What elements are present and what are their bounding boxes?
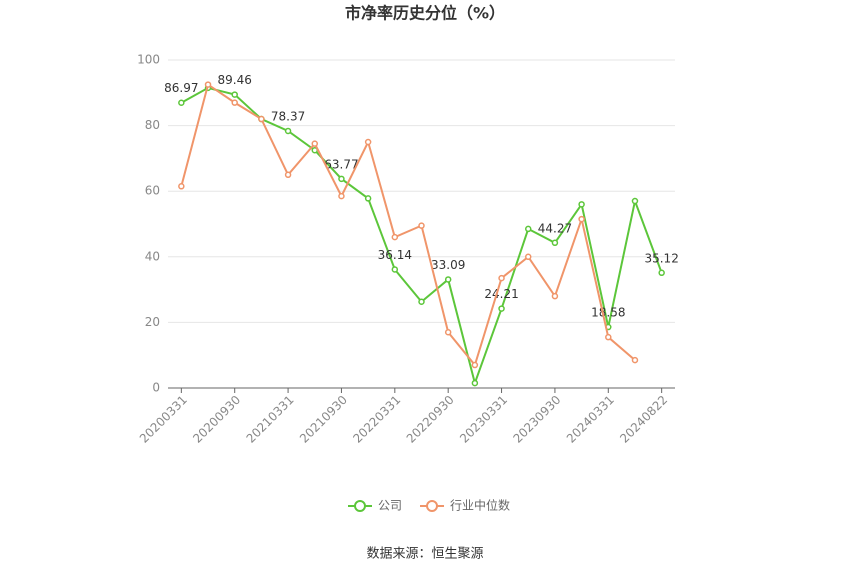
data-point <box>311 140 319 147</box>
data-point <box>471 379 479 387</box>
x-tick-label: 20230331 <box>457 393 510 446</box>
data-point <box>578 201 585 208</box>
legend-marker <box>426 500 439 512</box>
data-point <box>524 253 532 261</box>
data-point <box>498 274 505 282</box>
data-point <box>418 298 425 305</box>
data-point <box>551 239 559 247</box>
data-label: 35.12 <box>644 251 678 265</box>
y-tick-label: 100 <box>137 53 160 67</box>
data-point <box>498 305 505 312</box>
data-point <box>631 197 639 205</box>
series-line <box>180 86 663 387</box>
x-tick-label: 20230930 <box>510 393 563 446</box>
data-label: 36.14 <box>378 248 412 262</box>
data-point <box>391 233 399 241</box>
y-tick-label: 80 <box>145 118 160 132</box>
data-point <box>338 175 345 183</box>
chart-title: 市净率历史分位（%） <box>345 4 505 23</box>
data-point <box>231 99 238 106</box>
data-point <box>258 115 265 123</box>
data-point <box>338 192 345 200</box>
data-point <box>231 91 238 98</box>
data-label: 18.58 <box>591 306 625 320</box>
data-point <box>364 195 372 202</box>
y-tick-label: 40 <box>145 249 160 263</box>
data-label: 33.09 <box>431 258 465 272</box>
x-tick-label: 20240331 <box>564 393 617 446</box>
x-tick-label: 20220930 <box>404 393 457 446</box>
y-tick-label: 60 <box>145 184 160 198</box>
y-tick-label: 20 <box>145 315 160 329</box>
data-label: 63.77 <box>324 157 358 171</box>
y-tick-label: 0 <box>152 381 160 395</box>
series-line <box>180 82 636 368</box>
data-label: 78.37 <box>271 109 305 123</box>
x-tick-label: 20200930 <box>190 393 243 446</box>
legend-label: 行业中位数 <box>450 498 510 513</box>
data-point <box>178 183 185 190</box>
x-tick-label: 20210930 <box>297 393 350 446</box>
x-tick-label: 20240822 <box>617 393 670 446</box>
data-point <box>284 127 292 135</box>
x-tick-label: 20220331 <box>350 393 403 446</box>
data-point <box>551 292 559 300</box>
data-point <box>658 269 665 277</box>
data-point <box>284 171 292 179</box>
source: 数据来源：恒生聚源 <box>366 547 483 562</box>
data-point <box>578 215 585 223</box>
data-label: 89.46 <box>218 73 252 87</box>
data-point <box>204 81 212 88</box>
data-label: 44.27 <box>538 221 572 235</box>
x-tick-label: 20210331 <box>244 393 297 446</box>
data-point <box>418 222 425 229</box>
data-point <box>444 276 452 283</box>
data-point <box>364 138 372 146</box>
data-point <box>471 361 479 369</box>
data-point <box>605 333 612 341</box>
data-point <box>444 328 452 336</box>
legend-marker <box>354 500 366 512</box>
data-point <box>391 266 399 273</box>
data-point <box>631 356 639 364</box>
data-label: 86.97 <box>164 81 198 95</box>
legend-label: 公司 <box>378 499 402 513</box>
data-point <box>524 225 532 233</box>
data-label: 24.21 <box>484 287 518 301</box>
x-tick-label: 20200331 <box>137 393 190 446</box>
data-point <box>178 99 185 106</box>
